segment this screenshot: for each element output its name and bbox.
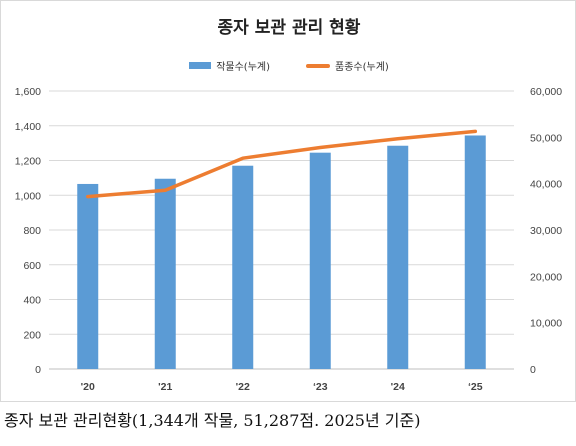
y-left-tick-label: 1,600 — [15, 86, 41, 98]
y-left-tick-label: 1,200 — [15, 156, 41, 168]
legend-item-varieties: 품종수(누계) — [306, 58, 389, 73]
y-right-tick-label: 60,000 — [530, 86, 562, 98]
plot-area: 0 200 400 600 800 1,000 1,200 1,400 1,600 0 10,000… — [15, 86, 563, 393]
legend-label-crops: 작물수(누계) — [216, 62, 270, 73]
bar — [464, 135, 486, 369]
y-right-tick-label: 40,000 — [530, 179, 562, 191]
x-tick-label: '20 — [81, 381, 95, 393]
x-tick-label: ‘23 — [313, 381, 328, 393]
chart-frame: 종자 보관 관리 현황 작물수(누계) 품종수(누계) 0 200 400 600 80… — [0, 0, 576, 402]
y-left-tick-label: 1,000 — [15, 190, 41, 202]
y-right-tick-label: 20,000 — [530, 271, 562, 283]
chart-title: 종자 보관 관리 현황 — [217, 18, 361, 38]
y-right-tick-label: 10,000 — [530, 318, 562, 330]
legend-swatch-bar — [189, 62, 212, 69]
y-right-tick-label: 30,000 — [530, 225, 562, 237]
y-right-tick-label: 50,000 — [530, 132, 562, 144]
bar — [309, 152, 331, 369]
y-left-tick-label: 200 — [23, 329, 41, 341]
x-tick-label: '21 — [158, 381, 172, 393]
legend-label-varieties: 품종수(누계) — [335, 62, 389, 73]
caption: 종자 보관 관리현황(1,344개 작물, 51,287점. 2025년 기준) — [4, 411, 421, 430]
x-tick-label: '24 — [391, 381, 405, 393]
x-tick-label: ‘25 — [468, 381, 483, 393]
x-tick-label: '22 — [236, 381, 250, 393]
bar — [154, 178, 176, 369]
legend: 작물수(누계) 품종수(누계) — [1, 58, 576, 73]
y-right-tick-label: 0 — [530, 364, 536, 376]
bar — [232, 165, 254, 369]
series-line — [86, 129, 478, 199]
y-left-tick-label: 1,400 — [15, 121, 41, 133]
bar — [77, 183, 99, 369]
legend-item-crops: 작물수(누계) — [189, 58, 270, 73]
y-left-tick-label: 0 — [35, 364, 41, 376]
legend-swatch-line — [306, 63, 330, 68]
y-left-tick-label: 600 — [23, 260, 41, 272]
bar — [387, 145, 409, 369]
y-left-tick-label: 800 — [23, 225, 41, 237]
y-left-tick-label: 400 — [23, 295, 41, 307]
